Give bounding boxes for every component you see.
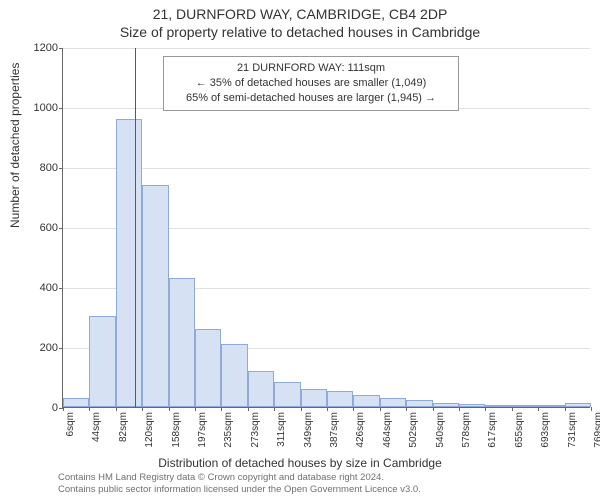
ytick-label: 1000	[18, 102, 58, 114]
xtick-label: 540sqm	[435, 412, 446, 452]
ytick-label: 0	[18, 402, 58, 414]
xtick-label: 349sqm	[303, 412, 314, 452]
histogram-bar	[116, 119, 142, 407]
gridline	[63, 48, 590, 49]
xtick-mark	[380, 407, 381, 411]
ytick-label: 1200	[18, 42, 58, 54]
ytick-label: 400	[18, 282, 58, 294]
xtick-mark	[116, 407, 117, 411]
ytick-mark	[59, 168, 63, 169]
xtick-mark	[459, 407, 460, 411]
x-axis-label: Distribution of detached houses by size …	[0, 456, 600, 470]
xtick-mark	[433, 407, 434, 411]
xtick-label: 769sqm	[593, 412, 600, 452]
histogram-bar	[248, 371, 274, 407]
ytick-mark	[59, 348, 63, 349]
xtick-mark	[221, 407, 222, 411]
histogram-bar	[565, 403, 591, 407]
xtick-mark	[565, 407, 566, 411]
xtick-mark	[538, 407, 539, 411]
xtick-label: 464sqm	[382, 412, 393, 452]
xtick-label: 731sqm	[567, 412, 578, 452]
xtick-label: 158sqm	[171, 412, 182, 452]
ytick-mark	[59, 108, 63, 109]
xtick-label: 578sqm	[461, 412, 472, 452]
annotation-line: 21 DURNFORD WAY: 111sqm	[172, 61, 450, 76]
histogram-bar	[512, 405, 538, 407]
histogram-bar	[221, 344, 247, 407]
xtick-label: 44sqm	[91, 412, 102, 452]
xtick-label: 197sqm	[197, 412, 208, 452]
histogram-bar	[538, 405, 564, 407]
xtick-mark	[353, 407, 354, 411]
xtick-mark	[89, 407, 90, 411]
xtick-mark	[591, 407, 592, 411]
xtick-mark	[63, 407, 64, 411]
ytick-label: 800	[18, 162, 58, 174]
xtick-mark	[195, 407, 196, 411]
histogram-bar	[380, 398, 406, 407]
histogram-bar	[353, 395, 379, 407]
footer-line-1: Contains HM Land Registry data © Crown c…	[58, 472, 421, 484]
histogram-bar	[142, 185, 168, 407]
ytick-mark	[59, 228, 63, 229]
histogram-bar	[89, 316, 115, 408]
xtick-label: 273sqm	[250, 412, 261, 452]
property-marker-line	[135, 48, 136, 407]
histogram-bar	[63, 398, 89, 407]
xtick-label: 426sqm	[355, 412, 366, 452]
xtick-label: 6sqm	[65, 412, 76, 452]
xtick-mark	[485, 407, 486, 411]
histogram-bar	[301, 389, 327, 407]
histogram-bar	[433, 403, 459, 408]
xtick-mark	[142, 407, 143, 411]
chart-title-address: 21, DURNFORD WAY, CAMBRIDGE, CB4 2DP	[0, 6, 600, 22]
ytick-mark	[59, 288, 63, 289]
annotation-box: 21 DURNFORD WAY: 111sqm← 35% of detached…	[163, 56, 459, 111]
xtick-label: 120sqm	[144, 412, 155, 452]
xtick-mark	[406, 407, 407, 411]
ytick-label: 200	[18, 342, 58, 354]
ytick-mark	[59, 48, 63, 49]
histogram-bar	[274, 382, 300, 408]
xtick-label: 617sqm	[487, 412, 498, 452]
histogram-bar	[406, 400, 432, 408]
xtick-mark	[274, 407, 275, 411]
xtick-label: 235sqm	[223, 412, 234, 452]
ytick-label: 600	[18, 222, 58, 234]
xtick-mark	[248, 407, 249, 411]
xtick-mark	[169, 407, 170, 411]
histogram-bar	[169, 278, 195, 407]
xtick-label: 502sqm	[408, 412, 419, 452]
xtick-label: 387sqm	[329, 412, 340, 452]
annotation-line: ← 35% of detached houses are smaller (1,…	[172, 76, 450, 91]
histogram-bar	[485, 405, 511, 407]
histogram-plot: 21 DURNFORD WAY: 111sqm← 35% of detached…	[62, 48, 590, 408]
chart-footer: Contains HM Land Registry data © Crown c…	[58, 472, 421, 496]
xtick-label: 655sqm	[514, 412, 525, 452]
histogram-bar	[327, 391, 353, 408]
xtick-label: 82sqm	[118, 412, 129, 452]
xtick-label: 693sqm	[540, 412, 551, 452]
y-axis-label: Number of detached properties	[8, 63, 22, 228]
xtick-mark	[512, 407, 513, 411]
xtick-mark	[327, 407, 328, 411]
xtick-label: 311sqm	[276, 412, 287, 452]
footer-line-2: Contains public sector information licen…	[58, 484, 421, 496]
xtick-mark	[301, 407, 302, 411]
histogram-bar	[195, 329, 221, 407]
chart-title-desc: Size of property relative to detached ho…	[0, 24, 600, 40]
histogram-bar	[459, 404, 485, 407]
annotation-line: 65% of semi-detached houses are larger (…	[172, 91, 450, 106]
